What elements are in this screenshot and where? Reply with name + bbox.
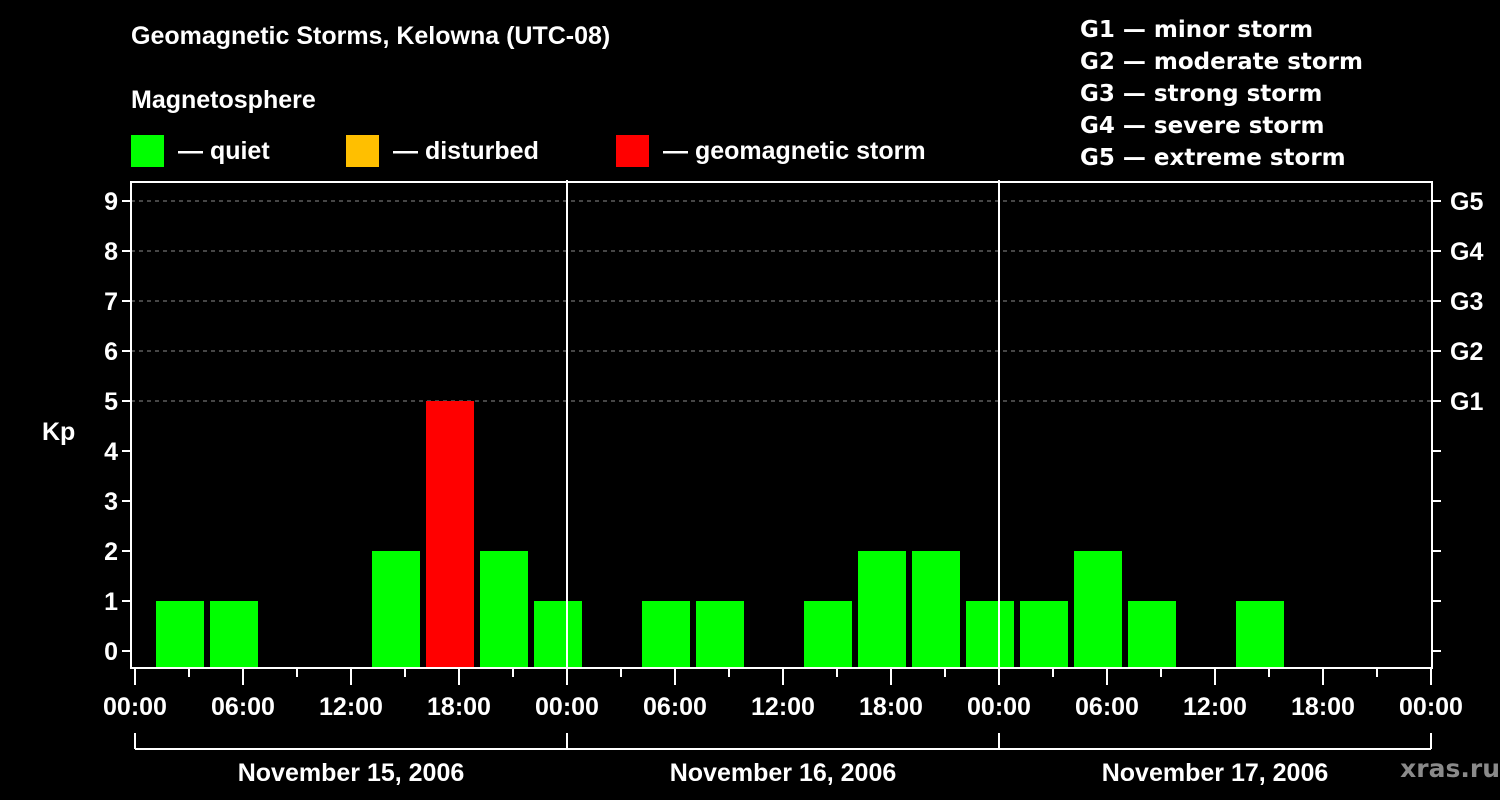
g-scale-legend: G1 — minor storm G2 — moderate storm G3 … — [1080, 14, 1363, 174]
day-label: November 16, 2006 — [670, 759, 897, 787]
kp-bar — [912, 551, 960, 668]
legend-label: — quiet — [178, 136, 270, 165]
g-level-label: G3 — [1450, 288, 1483, 316]
kp-bar — [1236, 601, 1284, 668]
g-level-label: G1 — [1450, 388, 1483, 416]
kp-bar — [966, 601, 1014, 668]
kp-bar — [156, 601, 204, 668]
watermark: xras.ru — [1400, 754, 1500, 783]
day-label: November 15, 2006 — [238, 759, 465, 787]
legend-quiet: — quiet — [131, 135, 270, 167]
disturbed-swatch-icon — [346, 135, 379, 167]
kp-bar — [1128, 601, 1176, 668]
y-axis-label: Kp — [42, 418, 75, 446]
chart-subtitle: Magnetosphere — [131, 86, 316, 114]
day-label: November 17, 2006 — [1102, 759, 1329, 787]
kp-bar — [372, 551, 420, 668]
y-tick-label: 1 — [104, 588, 118, 616]
y-tick-label: 9 — [104, 188, 118, 216]
y-tick-label: 5 — [104, 388, 118, 416]
x-tick-label: 06:00 — [643, 693, 707, 721]
quiet-swatch-icon — [131, 135, 164, 167]
y-tick-label: 4 — [104, 438, 118, 466]
y-tick-label: 7 — [104, 288, 118, 316]
x-tick-label: 00:00 — [1399, 693, 1463, 721]
g-level-label: G4 — [1450, 238, 1483, 266]
kp-bar — [1074, 551, 1122, 668]
x-tick-label: 00:00 — [535, 693, 599, 721]
legend-label: — geomagnetic storm — [663, 136, 926, 165]
x-tick-label: 18:00 — [859, 693, 923, 721]
x-tick-label: 06:00 — [211, 693, 275, 721]
g2-legend: G2 — moderate storm — [1080, 49, 1363, 75]
kp-bar — [534, 601, 582, 668]
x-tick-label: 18:00 — [427, 693, 491, 721]
g3-legend: G3 — strong storm — [1080, 81, 1323, 107]
y-tick-label: 3 — [104, 488, 118, 516]
x-tick-label: 00:00 — [103, 693, 167, 721]
x-tick-label: 12:00 — [1183, 693, 1247, 721]
x-tick-label: 12:00 — [319, 693, 383, 721]
x-tick-label: 18:00 — [1291, 693, 1355, 721]
kp-bar — [642, 601, 690, 668]
legend-label: — disturbed — [393, 136, 539, 165]
x-tick-label: 00:00 — [967, 693, 1031, 721]
g1-legend: G1 — minor storm — [1080, 17, 1314, 43]
y-tick-label: 6 — [104, 338, 118, 366]
plot-frame — [130, 181, 1433, 669]
legend-storm: — geomagnetic storm — [616, 135, 926, 167]
chart-title: Geomagnetic Storms, Kelowna (UTC-08) — [131, 22, 611, 50]
y-tick-label: 2 — [104, 538, 118, 566]
g-level-label: G5 — [1450, 188, 1483, 216]
x-tick-label: 06:00 — [1075, 693, 1139, 721]
kp-bar — [858, 551, 906, 668]
legend-disturbed: — disturbed — [346, 135, 539, 167]
kp-bar — [210, 601, 258, 668]
kp-bar — [1020, 601, 1068, 668]
kp-bar — [696, 601, 744, 668]
x-tick-label: 12:00 — [751, 693, 815, 721]
kp-bar — [480, 551, 528, 668]
g-level-label: G2 — [1450, 338, 1483, 366]
y-tick-label: 8 — [104, 238, 118, 266]
storm-swatch-icon — [616, 135, 649, 167]
y-tick-label: 0 — [104, 638, 118, 666]
g5-legend: G5 — extreme storm — [1080, 145, 1346, 171]
g4-legend: G4 — severe storm — [1080, 113, 1325, 139]
kp-bar — [804, 601, 852, 668]
kp-bar — [426, 401, 474, 668]
